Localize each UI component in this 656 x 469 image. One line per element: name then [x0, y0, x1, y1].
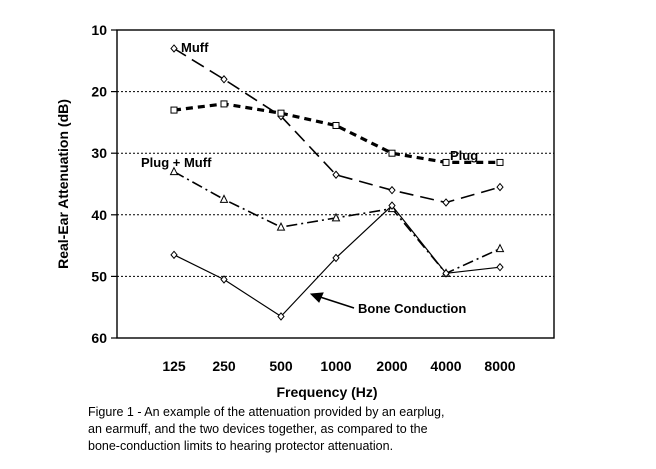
data-point-muff	[170, 44, 178, 53]
y-axis-ticks: 10 20 30 40 50 60	[91, 22, 117, 346]
grid-lines	[117, 91, 554, 277]
caption-line: Figure 1 - An example of the attenuation…	[88, 405, 445, 419]
x-tick-label: 500	[269, 358, 293, 374]
data-point-plug	[496, 158, 504, 166]
x-tick-label: 1000	[320, 358, 351, 374]
data-point-muff	[442, 198, 450, 207]
data-point-bone-conduction	[442, 269, 450, 278]
series-label-muff: Muff	[181, 40, 209, 55]
y-tick-label: 60	[91, 330, 107, 346]
data-point-bone-conduction	[170, 250, 178, 260]
series-labels: Muff Plug Plug + Muff Bone Conduction	[141, 40, 478, 316]
series-layer	[169, 44, 505, 321]
x-axis-title: Frequency (Hz)	[276, 384, 377, 400]
annotation-arrow-line	[316, 295, 355, 309]
data-point-bone-conduction	[332, 253, 340, 263]
data-point-plug	[170, 106, 178, 114]
data-point-plug-muff	[219, 194, 229, 203]
x-tick-label: 2000	[376, 358, 407, 374]
series-label-plug-muff: Plug + Muff	[141, 155, 212, 170]
x-tick-label: 8000	[484, 358, 515, 374]
attenuation-chart: 10 20 30 40 50 60 125 250 500 1000 2000 4000 8000 M…	[55, 22, 555, 400]
y-tick-label: 50	[91, 268, 107, 284]
y-axis-title: Real-Ear Attenuation (dB)	[55, 99, 71, 269]
data-point-bone-conduction	[277, 312, 285, 321]
series-label-bone-conduction: Bone Conduction	[358, 301, 466, 316]
data-point-bone-conduction	[496, 262, 504, 272]
x-tick-label: 125	[162, 358, 186, 374]
data-point-muff	[388, 185, 396, 195]
series-label-plug: Plug	[450, 148, 478, 163]
data-point-plug	[277, 109, 285, 117]
data-point-muff	[496, 182, 504, 192]
data-point-plug-muff	[331, 212, 341, 222]
data-point-plug	[220, 100, 228, 108]
caption-line: an earmuff, and the two devices together…	[88, 422, 428, 436]
x-tick-label: 250	[212, 358, 236, 374]
y-tick-label: 20	[91, 84, 107, 100]
data-point-plug-muff	[495, 243, 505, 253]
data-point-plug	[332, 121, 340, 129]
plot-frame	[116, 29, 555, 339]
data-point-bone-conduction	[388, 201, 396, 210]
data-point-plug	[388, 149, 396, 157]
data-point-plug	[442, 158, 450, 166]
y-tick-label: 30	[91, 145, 107, 161]
series-bone-conduction	[170, 201, 504, 321]
data-point-bone-conduction	[220, 275, 228, 284]
data-point-muff	[332, 170, 340, 180]
series-muff	[170, 44, 504, 207]
caption-line: bone-conduction limits to hearing protec…	[88, 439, 394, 453]
x-tick-label: 4000	[430, 358, 461, 374]
data-point-plug-muff	[169, 166, 179, 176]
data-point-muff	[220, 75, 228, 84]
annotation-arrowhead	[309, 292, 324, 303]
y-tick-label: 40	[91, 207, 107, 223]
x-axis-ticks: 125 250 500 1000 2000 4000 8000	[162, 358, 515, 374]
figure-caption: Figure 1 - An example of the attenuation…	[88, 404, 558, 455]
data-point-plug-muff	[276, 222, 286, 231]
series-plug	[170, 100, 504, 166]
y-tick-label: 10	[91, 22, 107, 38]
